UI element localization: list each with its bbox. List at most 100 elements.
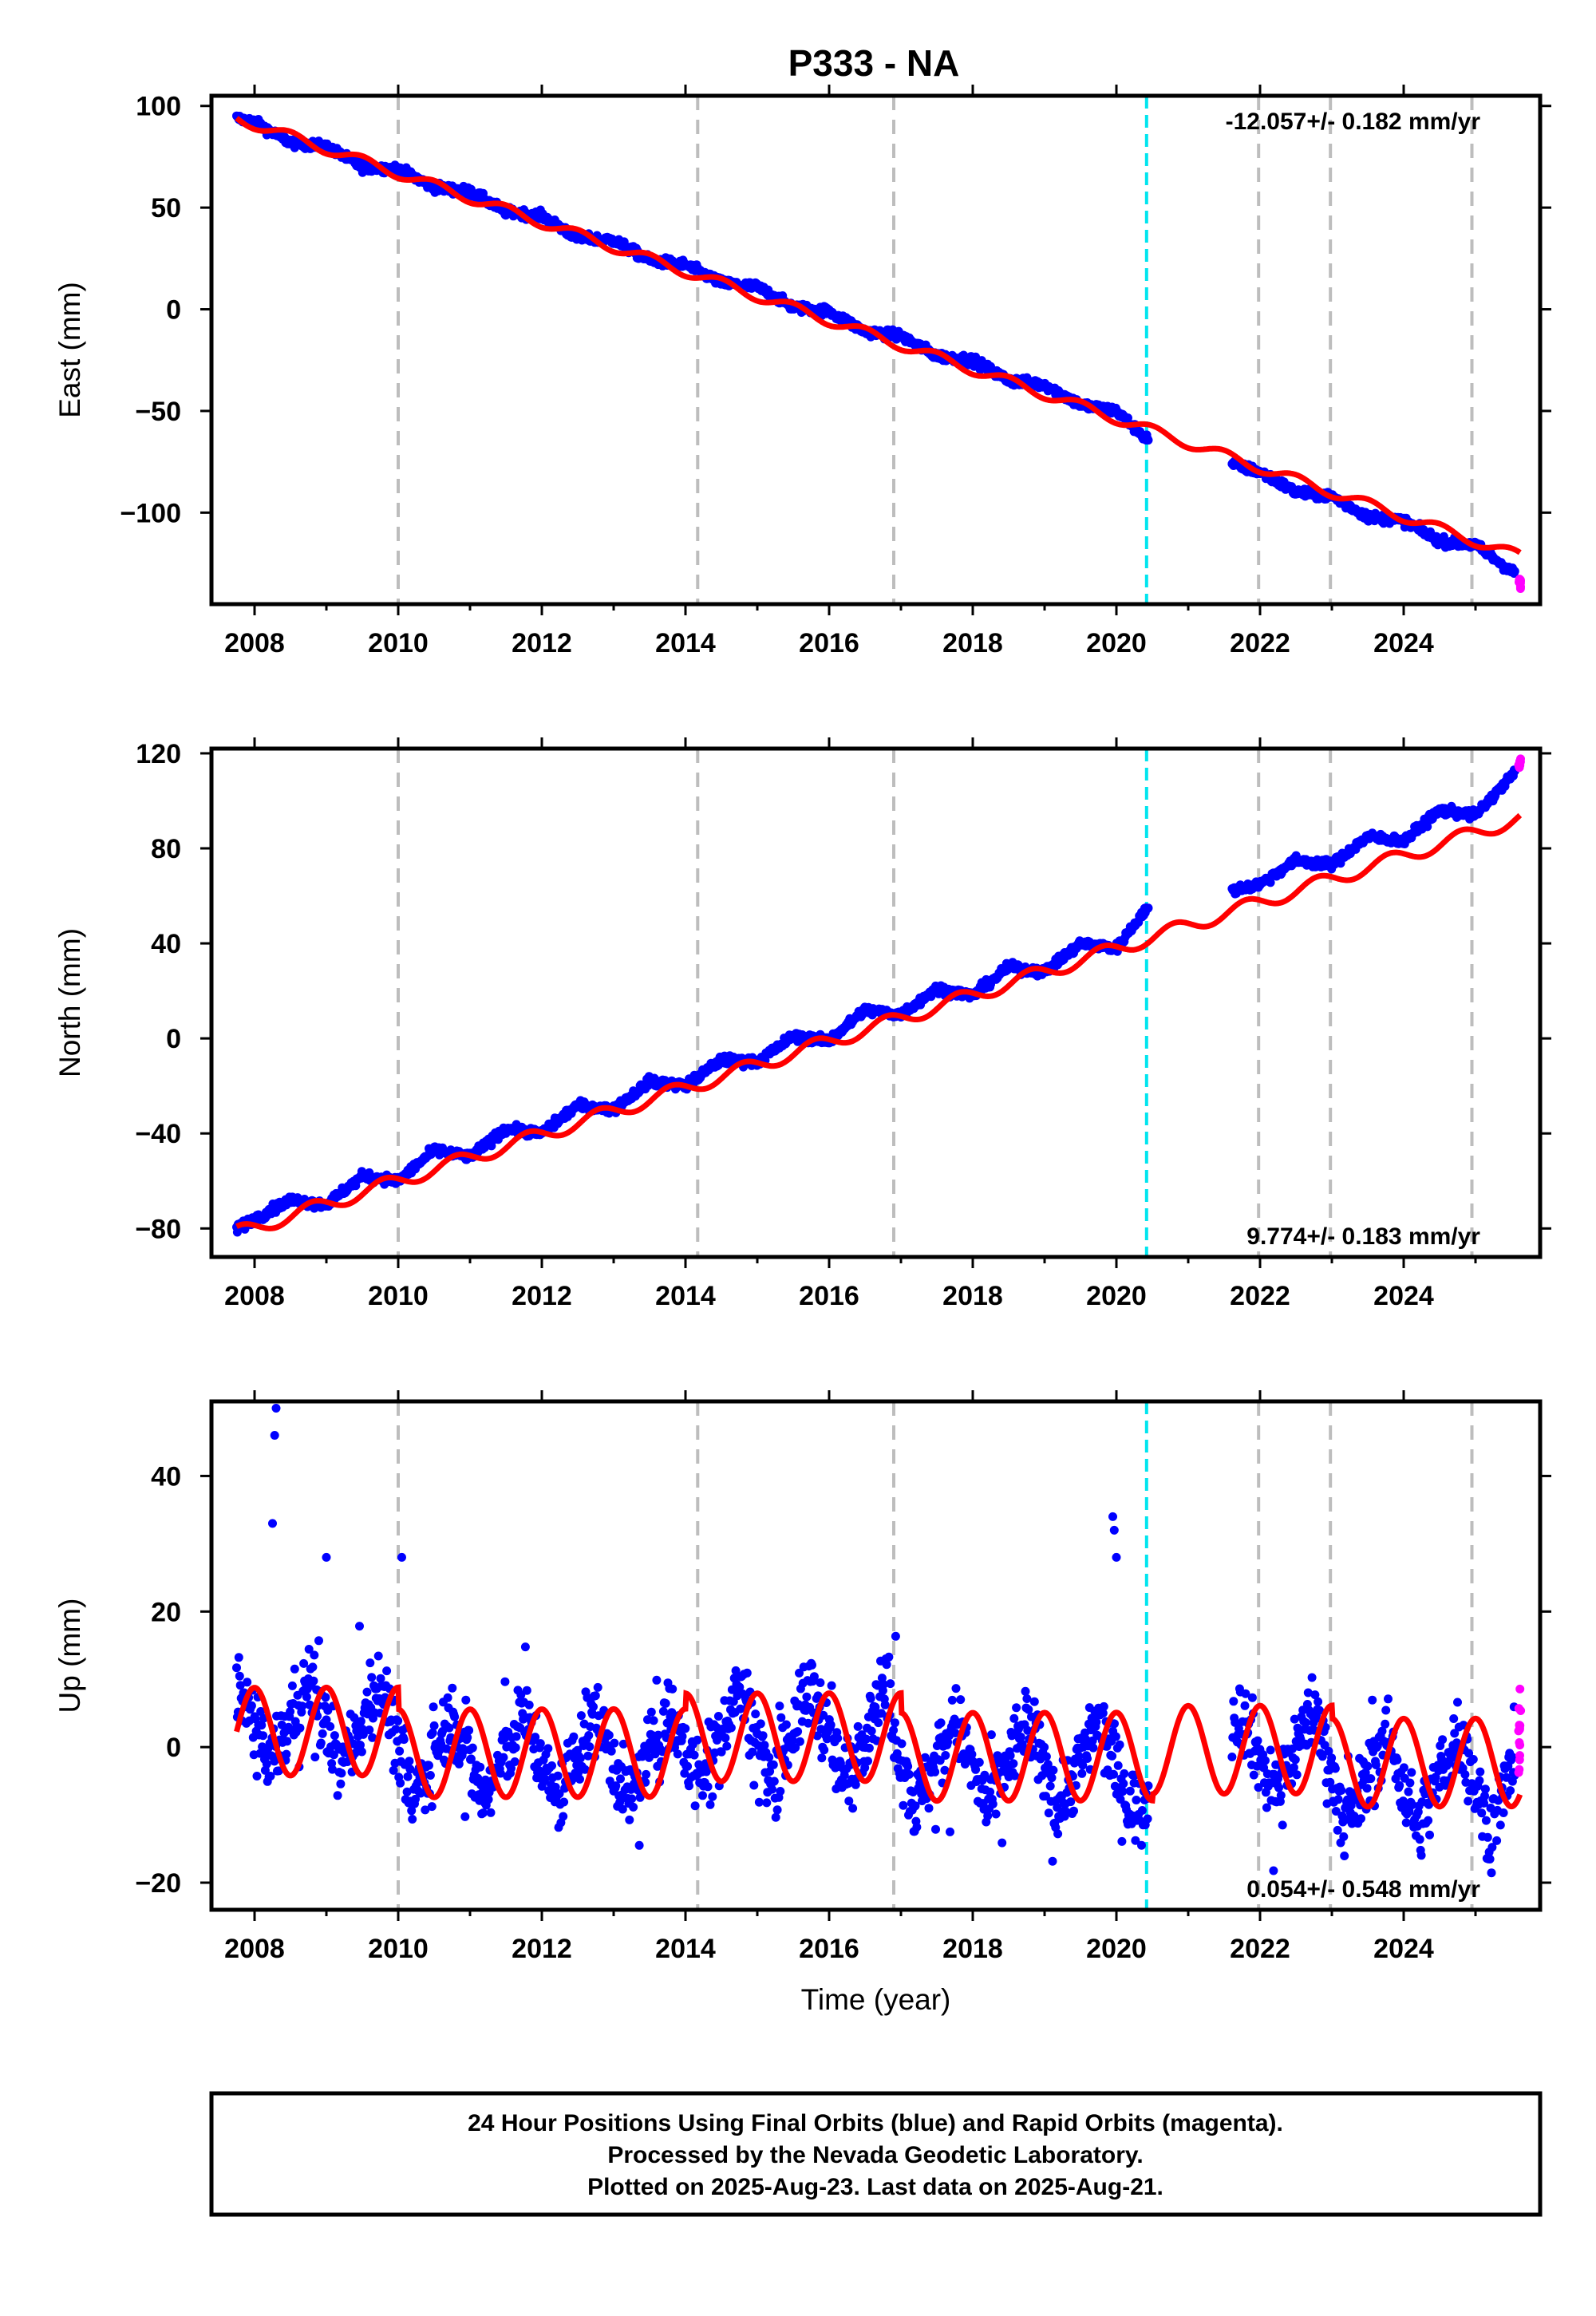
final-orbit-point	[403, 1772, 413, 1781]
final-orbit-point	[1324, 1746, 1333, 1756]
final-orbit-point	[476, 1762, 485, 1772]
final-orbit-point	[547, 1761, 556, 1770]
final-orbit-point	[1290, 1714, 1299, 1724]
final-orbit-point	[243, 1678, 252, 1687]
final-orbit-point	[634, 1840, 644, 1850]
final-orbit-point	[1120, 1769, 1129, 1778]
rapid-orbit-point	[1515, 576, 1524, 586]
x-tick-label: 2008	[224, 628, 285, 658]
final-orbit-point	[575, 1774, 584, 1784]
final-orbit-point	[1333, 1795, 1343, 1804]
final-orbit-point	[1416, 1851, 1426, 1860]
final-orbit-point	[1099, 1701, 1108, 1711]
final-orbit-point	[355, 1622, 364, 1631]
final-orbit-point	[819, 1710, 828, 1720]
final-orbit-outlier	[322, 1552, 331, 1562]
final-orbit-point	[1339, 1832, 1349, 1841]
final-orbit-point	[1290, 1755, 1300, 1765]
final-orbit-point	[304, 1645, 314, 1654]
final-orbit-point	[299, 1658, 309, 1668]
final-orbit-point	[362, 1687, 372, 1697]
final-orbit-point	[680, 1769, 689, 1778]
final-orbit-point	[1468, 1755, 1478, 1764]
final-orbit-point	[266, 1772, 275, 1780]
final-orbit-point	[618, 1804, 627, 1814]
final-orbit-point	[1327, 1753, 1337, 1763]
final-orbit-point	[1405, 1778, 1415, 1788]
final-orbit-point	[822, 1734, 832, 1744]
final-orbit-point	[771, 1812, 780, 1822]
final-orbit-point	[1464, 1796, 1473, 1806]
plot-frame	[209, 746, 1543, 1259]
final-orbit-point	[793, 1727, 803, 1737]
final-orbit-point	[991, 1809, 1001, 1819]
final-orbit-point	[461, 1695, 471, 1705]
final-orbit-point	[897, 1739, 907, 1749]
final-orbit-point	[795, 1668, 804, 1678]
final-orbit-point	[448, 1683, 457, 1693]
final-orbit-point	[924, 1804, 934, 1813]
y-axis-label: North (mm)	[53, 928, 86, 1077]
x-tick-label: 2022	[1230, 628, 1290, 658]
final-orbit-point	[1333, 1825, 1342, 1835]
final-orbit-point	[1012, 1703, 1021, 1713]
final-orbit-point	[511, 1743, 520, 1753]
final-orbit-point	[247, 1701, 256, 1710]
final-orbit-point	[1234, 1724, 1243, 1733]
final-orbit-point	[1274, 1774, 1282, 1784]
final-orbit-point	[776, 1713, 786, 1722]
final-orbit-point	[791, 1743, 800, 1753]
x-tick-label: 2018	[942, 628, 1003, 658]
final-orbit-point	[496, 1769, 505, 1778]
final-orbit-point	[1373, 1741, 1382, 1751]
final-orbit-point	[1431, 1773, 1440, 1782]
final-orbit-point	[256, 1707, 266, 1716]
x-tick-label: 2024	[1373, 1934, 1434, 1964]
final-orbit-point	[305, 1700, 314, 1709]
final-orbit-outlier	[268, 1519, 277, 1528]
final-orbit-point	[1492, 1836, 1502, 1845]
final-orbit-point	[967, 1749, 977, 1759]
final-orbit-point	[411, 1794, 420, 1804]
final-orbit-point	[1262, 1803, 1271, 1812]
final-orbit-point	[606, 1746, 616, 1756]
final-orbit-point	[826, 1720, 836, 1729]
final-orbit-point	[1310, 1690, 1320, 1700]
final-orbit-point	[1132, 1796, 1141, 1804]
final-orbit-point	[1041, 1752, 1051, 1761]
rapid-orbit-point	[1515, 761, 1525, 770]
final-orbit-point	[286, 1707, 295, 1717]
rapid-orbit-point	[1515, 1684, 1525, 1694]
final-orbit-point	[1266, 1745, 1275, 1755]
final-orbit-point	[816, 1678, 825, 1687]
final-orbit-point	[1137, 1806, 1147, 1815]
final-orbit-point	[1368, 1695, 1377, 1705]
final-orbit-point	[1424, 1816, 1433, 1825]
final-orbit-point	[1485, 1855, 1495, 1863]
rapid-orbit-point	[1515, 1738, 1524, 1747]
final-orbit-outlier	[1108, 1512, 1117, 1521]
final-orbit-point	[553, 1771, 563, 1780]
final-orbit-point	[986, 1730, 996, 1740]
final-orbit-point	[804, 1718, 813, 1728]
final-orbit-point	[649, 1716, 658, 1725]
final-orbit-point	[543, 1744, 553, 1753]
final-orbit-point	[1401, 1818, 1411, 1828]
final-orbit-point	[616, 1774, 625, 1784]
final-orbit-point	[583, 1751, 593, 1761]
final-orbit-point	[920, 1753, 930, 1762]
figure-title: P333 - NA	[788, 42, 960, 84]
final-orbit-point	[1240, 1701, 1250, 1710]
y-tick-label: 120	[136, 739, 181, 769]
final-orbit-point	[1506, 1786, 1515, 1796]
velocity-rate-label: 9.774+/- 0.183 mm/yr	[1246, 1223, 1480, 1250]
final-orbit-point	[812, 1731, 822, 1741]
final-orbit-point	[1113, 1761, 1123, 1770]
final-orbit-point	[399, 1735, 409, 1745]
final-orbit-point	[408, 1815, 417, 1824]
x-tick-label: 2024	[1373, 628, 1434, 658]
final-orbit-point	[522, 1686, 531, 1695]
final-orbit-point	[405, 1765, 415, 1774]
final-orbit-point	[625, 1815, 634, 1824]
final-orbit-point	[646, 1707, 656, 1717]
